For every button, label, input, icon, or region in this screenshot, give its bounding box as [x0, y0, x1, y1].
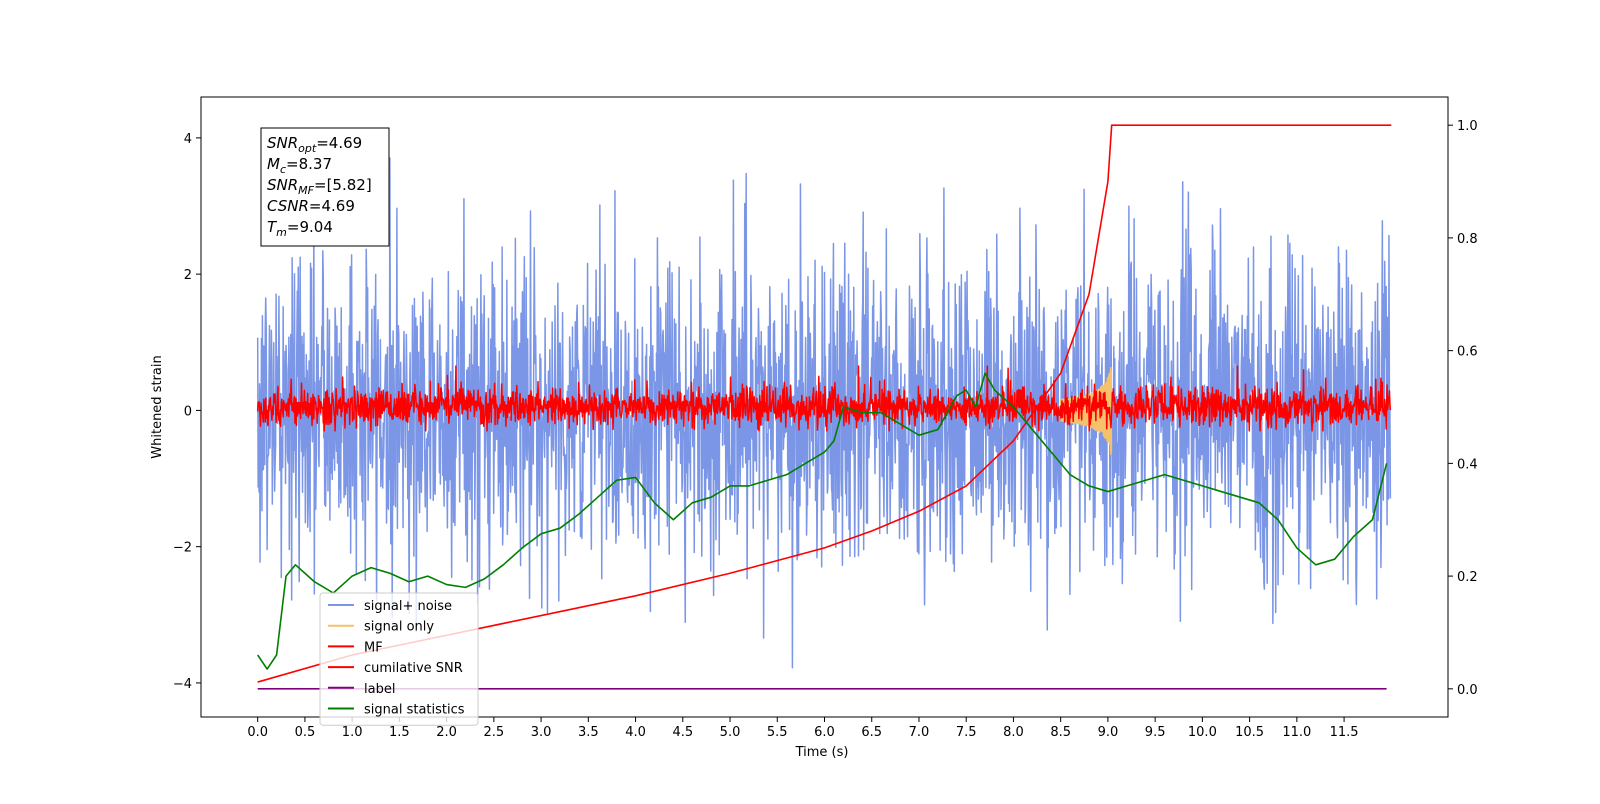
x-tick-label: 6.5: [861, 725, 882, 740]
x-tick-label: 3.5: [578, 725, 599, 740]
series-line-mf: [256, 365, 1392, 432]
legend-label: signal only: [364, 620, 434, 635]
axis-layer: 0.0 0.5 1.0 1.5 2.0 2.5 3.0 3.5 4.0 4.5 5.0 5.5 6.0 6…: [173, 119, 1478, 740]
x-tick-label: 7.5: [956, 725, 977, 740]
y-tick-label-left: −2: [173, 541, 192, 556]
legend-frame: [319, 592, 479, 726]
x-tick-label: 9.5: [1145, 725, 1166, 740]
stats-box-frame: [260, 127, 390, 247]
x-tick-label: 10.5: [1235, 725, 1264, 740]
stats-line: CSNR=4.69: [267, 197, 355, 215]
x-tick-label: 3.0: [531, 725, 552, 740]
x-tick-label: 11.5: [1330, 725, 1359, 740]
legend-label: signal statistics: [364, 703, 465, 718]
stats-line: SNRopt=4.69: [267, 134, 362, 155]
x-axis-label: Time (s): [795, 745, 849, 760]
legend: signal+ noise signal only MF cumilative SNR…: [319, 592, 479, 726]
stats-line: Tm=9.04: [267, 218, 333, 239]
series-line-cumilative-snr: [257, 124, 1392, 683]
y-tick-label-right: 0.8: [1457, 232, 1478, 247]
y-tick-label-left: 4: [184, 132, 192, 147]
x-tick-label: 6.0: [814, 725, 835, 740]
x-tick-label: 5.0: [720, 725, 741, 740]
x-tick-label: 1.0: [342, 725, 363, 740]
x-tick-label: 10.0: [1188, 725, 1217, 740]
y-tick-label-left: 2: [184, 268, 192, 283]
y-tick-label-left: 0: [184, 404, 192, 419]
series-layer: [256, 124, 1392, 690]
x-tick-label: 11.0: [1282, 725, 1311, 740]
y-tick-label-right: 0.2: [1457, 570, 1478, 585]
legend-label: MF: [364, 640, 383, 655]
x-tick-label: 7.0: [909, 725, 930, 740]
x-tick-label: 0.0: [247, 725, 268, 740]
legend-label: cumilative SNR: [364, 661, 463, 676]
x-tick-label: 4.0: [625, 725, 646, 740]
x-tick-label: 2.0: [436, 725, 457, 740]
y-tick-label-left: −4: [173, 677, 192, 692]
y-tick-label-right: 1.0: [1457, 119, 1478, 134]
x-tick-label: 4.5: [672, 725, 693, 740]
y-tick-label-right: 0.6: [1457, 345, 1478, 360]
y-axis-label: Whitened strain: [150, 355, 165, 458]
stats-line: Mc=8.37: [267, 155, 332, 176]
y-tick-label-right: 0.0: [1457, 683, 1478, 698]
legend-label: signal+ noise: [364, 599, 452, 614]
y-tick-label-right: 0.4: [1457, 457, 1478, 472]
x-tick-label: 5.5: [767, 725, 788, 740]
series-line-signal-statistics: [257, 372, 1388, 670]
x-tick-label: 9.0: [1098, 725, 1119, 740]
x-tick-label: 8.0: [1003, 725, 1024, 740]
legend-label: label: [364, 682, 395, 697]
x-tick-label: 8.5: [1050, 725, 1071, 740]
stats-line: SNRMF=[5.82]: [267, 176, 372, 197]
x-tick-label: 1.5: [389, 725, 410, 740]
x-tick-label: 0.5: [295, 725, 316, 740]
x-tick-label: 2.5: [484, 725, 505, 740]
